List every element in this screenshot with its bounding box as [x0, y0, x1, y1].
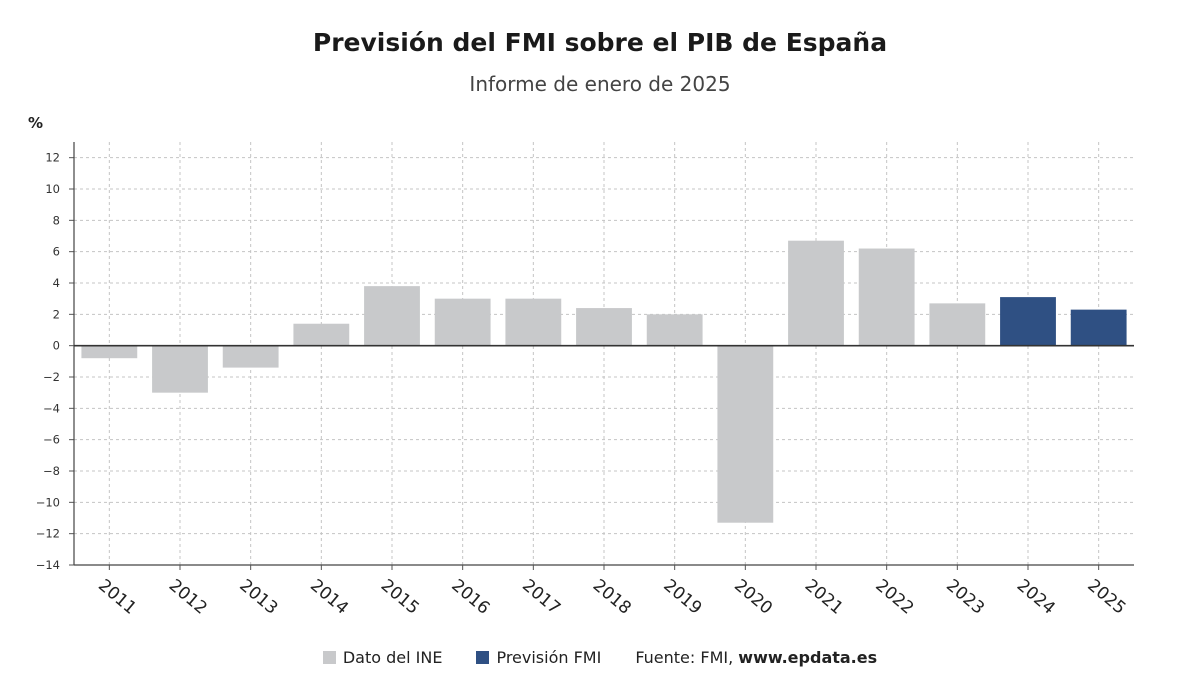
y-tick-label: 10	[45, 182, 60, 196]
y-tick-label: −2	[43, 370, 60, 384]
y-tick-label: 6	[53, 245, 60, 259]
bar-2025	[1070, 309, 1127, 346]
x-tick-label-2012: 2012	[165, 576, 211, 619]
x-tick-label-2025: 2025	[1083, 576, 1129, 619]
source-note: Fuente: FMI, www.epdata.es	[635, 648, 877, 667]
x-tick-label-2017: 2017	[518, 576, 564, 619]
bar-chart: 12 10 8 6 4 2 0 −2 −4 −6 −8 −10 −12 −14 2011 2012 2013 20…	[28, 114, 1134, 619]
source-site: www.epdata.es	[738, 648, 878, 667]
bar-2016	[434, 298, 491, 346]
y-tick-label: 12	[45, 151, 60, 165]
bar-2021	[788, 240, 844, 346]
y-tick-label: −8	[43, 464, 60, 478]
x-tick-label-2018: 2018	[589, 576, 635, 619]
y-tick-label: 8	[53, 213, 60, 227]
bar-2023	[929, 303, 986, 346]
legend-item-fmi: Previsión FMI	[476, 648, 601, 667]
legend-item-ine: Dato del INE	[322, 648, 443, 667]
x-tick-label-2022: 2022	[871, 576, 917, 619]
x-tick-label-2021: 2021	[801, 576, 847, 619]
y-tick-label: −6	[43, 433, 60, 447]
x-tick-label-2023: 2023	[942, 576, 988, 619]
axis-layer	[69, 142, 1134, 570]
bar-2019	[646, 314, 703, 346]
bar-2015	[364, 286, 420, 346]
chart-subtitle: Informe de enero de 2025	[469, 72, 731, 96]
bar-2020	[717, 345, 774, 523]
x-tick-label-2019: 2019	[659, 576, 705, 619]
x-tick-label-2015: 2015	[377, 576, 423, 619]
y-tick-label: 0	[53, 339, 60, 353]
y-tick-label: 2	[53, 307, 60, 321]
legend-swatch-ine	[322, 651, 336, 664]
y-tick-label: −10	[36, 495, 60, 509]
chart-legend: Dato del INE Previsión FMI Fuente: FMI, …	[0, 648, 1200, 667]
y-tick-label: −12	[36, 527, 60, 541]
bar-2012	[152, 345, 208, 393]
bar-2017	[505, 298, 562, 346]
y-tick-label: 4	[53, 276, 60, 290]
y-axis-unit-label: %	[28, 114, 43, 132]
x-tick-label-2013: 2013	[235, 576, 281, 619]
source-prefix: Fuente: FMI,	[635, 648, 739, 667]
grid-layer	[74, 142, 1134, 566]
legend-label-ine: Dato del INE	[342, 648, 443, 667]
x-tick-label-2014: 2014	[306, 576, 352, 619]
bar-2011	[81, 345, 138, 359]
bar-2014	[293, 323, 350, 346]
bar-2013	[222, 345, 279, 368]
legend-label-fmi: Previsión FMI	[496, 648, 602, 667]
legend-swatch-fmi	[476, 651, 490, 664]
x-tick-label-2011: 2011	[94, 576, 140, 619]
x-tick-label-2020: 2020	[730, 576, 776, 619]
x-tick-label-2016: 2016	[447, 576, 493, 619]
y-tick-label: −4	[43, 401, 60, 415]
bar-2024	[1000, 297, 1056, 346]
bar-2022	[858, 248, 915, 346]
bar-2018	[576, 308, 632, 346]
x-tick-label-2024: 2024	[1013, 576, 1059, 619]
bar-layer	[81, 240, 1127, 523]
chart-title: Previsión del FMI sobre el PIB de España	[312, 28, 888, 57]
y-tick-label: −14	[36, 558, 60, 572]
